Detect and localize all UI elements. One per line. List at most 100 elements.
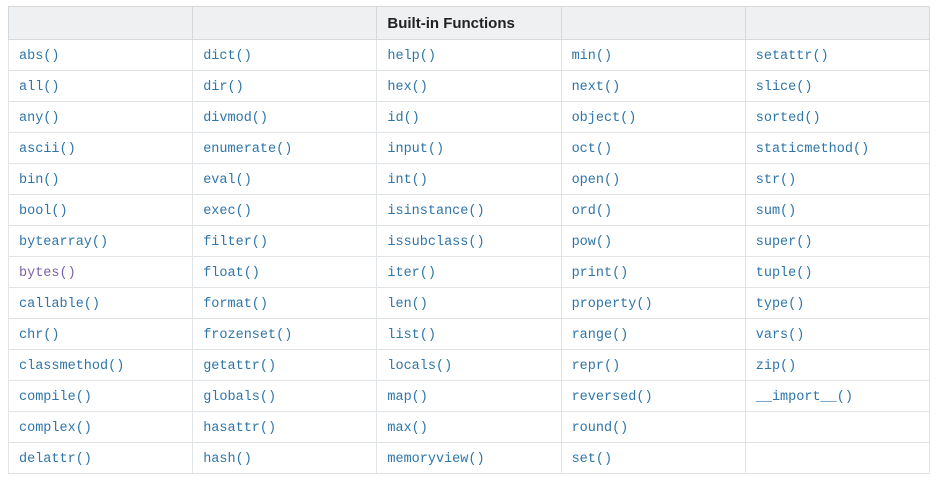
function-link[interactable]: hex() — [387, 80, 428, 95]
table-cell: tuple() — [745, 257, 929, 288]
function-link[interactable]: type() — [756, 297, 805, 312]
function-link[interactable]: round() — [572, 421, 629, 436]
table-row: bytes() float() iter() print() tuple() — [9, 257, 930, 288]
function-link[interactable]: delattr() — [19, 452, 92, 467]
function-link[interactable]: repr() — [572, 359, 621, 374]
function-link[interactable]: hasattr() — [203, 421, 276, 436]
table-cell: min() — [561, 40, 745, 71]
function-link[interactable]: hash() — [203, 452, 252, 467]
table-cell: str() — [745, 164, 929, 195]
function-link[interactable]: list() — [387, 328, 436, 343]
function-link[interactable]: filter() — [203, 235, 268, 250]
header-cell — [561, 7, 745, 40]
function-link[interactable]: slice() — [756, 80, 813, 95]
function-link[interactable]: id() — [387, 111, 419, 126]
function-link[interactable]: globals() — [203, 390, 276, 405]
function-link[interactable]: ord() — [572, 204, 613, 219]
table-row: bytearray() filter() issubclass() pow() supe… — [9, 226, 930, 257]
function-link[interactable]: bin() — [19, 173, 60, 188]
function-link[interactable]: zip() — [756, 359, 797, 374]
table-row: all() dir() hex() next() slice() — [9, 71, 930, 102]
function-link[interactable]: all() — [19, 80, 60, 95]
function-link[interactable]: any() — [19, 111, 60, 126]
function-link[interactable]: __import__() — [756, 390, 853, 405]
table-cell: oct() — [561, 133, 745, 164]
function-link[interactable]: help() — [387, 49, 436, 64]
function-link[interactable]: sorted() — [756, 111, 821, 126]
table-cell: repr() — [561, 350, 745, 381]
function-link[interactable]: bool() — [19, 204, 68, 219]
function-link[interactable]: float() — [203, 266, 260, 281]
function-link[interactable]: format() — [203, 297, 268, 312]
function-link[interactable]: oct() — [572, 142, 613, 157]
function-link[interactable]: input() — [387, 142, 444, 157]
table-cell: divmod() — [193, 102, 377, 133]
function-link[interactable]: memoryview() — [387, 452, 484, 467]
function-link[interactable]: map() — [387, 390, 428, 405]
function-link[interactable]: max() — [387, 421, 428, 436]
table-cell: format() — [193, 288, 377, 319]
function-link[interactable]: range() — [572, 328, 629, 343]
table-cell: bytes() — [9, 257, 193, 288]
table-cell: issubclass() — [377, 226, 561, 257]
function-link[interactable]: super() — [756, 235, 813, 250]
function-link[interactable]: int() — [387, 173, 428, 188]
function-link[interactable]: divmod() — [203, 111, 268, 126]
table-cell: isinstance() — [377, 195, 561, 226]
table-cell: abs() — [9, 40, 193, 71]
function-link[interactable]: sum() — [756, 204, 797, 219]
function-link[interactable]: vars() — [756, 328, 805, 343]
table-cell: any() — [9, 102, 193, 133]
function-link[interactable]: callable() — [19, 297, 100, 312]
function-link[interactable]: set() — [572, 452, 613, 467]
function-link[interactable]: tuple() — [756, 266, 813, 281]
function-link[interactable]: ascii() — [19, 142, 76, 157]
table-cell: iter() — [377, 257, 561, 288]
table-cell: classmethod() — [9, 350, 193, 381]
function-link[interactable]: iter() — [387, 266, 436, 281]
function-link[interactable]: issubclass() — [387, 235, 484, 250]
function-link[interactable]: reversed() — [572, 390, 653, 405]
table-cell: super() — [745, 226, 929, 257]
function-link[interactable]: exec() — [203, 204, 252, 219]
table-cell: bytearray() — [9, 226, 193, 257]
function-link[interactable]: dir() — [203, 80, 244, 95]
function-link[interactable]: property() — [572, 297, 653, 312]
table-cell: frozenset() — [193, 319, 377, 350]
function-link[interactable]: object() — [572, 111, 637, 126]
function-link[interactable]: isinstance() — [387, 204, 484, 219]
header-cell — [745, 7, 929, 40]
function-link[interactable]: classmethod() — [19, 359, 124, 374]
function-link[interactable]: print() — [572, 266, 629, 281]
function-link[interactable]: eval() — [203, 173, 252, 188]
function-link[interactable]: complex() — [19, 421, 92, 436]
function-link[interactable]: len() — [387, 297, 428, 312]
function-link[interactable]: compile() — [19, 390, 92, 405]
table-cell: callable() — [9, 288, 193, 319]
function-link[interactable]: enumerate() — [203, 142, 292, 157]
function-link[interactable]: dict() — [203, 49, 252, 64]
function-link[interactable]: pow() — [572, 235, 613, 250]
table-cell: complex() — [9, 412, 193, 443]
table-cell: hash() — [193, 443, 377, 474]
table-cell: id() — [377, 102, 561, 133]
table-cell: globals() — [193, 381, 377, 412]
function-link[interactable]: chr() — [19, 328, 60, 343]
function-link[interactable]: getattr() — [203, 359, 276, 374]
function-link[interactable]: frozenset() — [203, 328, 292, 343]
function-link[interactable]: locals() — [387, 359, 452, 374]
table-cell: sum() — [745, 195, 929, 226]
table-cell: type() — [745, 288, 929, 319]
function-link[interactable]: bytes() — [19, 266, 76, 281]
table-header-row: Built-in Functions — [9, 7, 930, 40]
function-link[interactable]: min() — [572, 49, 613, 64]
function-link[interactable]: abs() — [19, 49, 60, 64]
function-link[interactable]: setattr() — [756, 49, 829, 64]
function-link[interactable]: bytearray() — [19, 235, 108, 250]
function-link[interactable]: open() — [572, 173, 621, 188]
function-link[interactable]: staticmethod() — [756, 142, 869, 157]
function-link[interactable]: str() — [756, 173, 797, 188]
table-cell: vars() — [745, 319, 929, 350]
table-row: any() divmod() id() object() sorted() — [9, 102, 930, 133]
function-link[interactable]: next() — [572, 80, 621, 95]
